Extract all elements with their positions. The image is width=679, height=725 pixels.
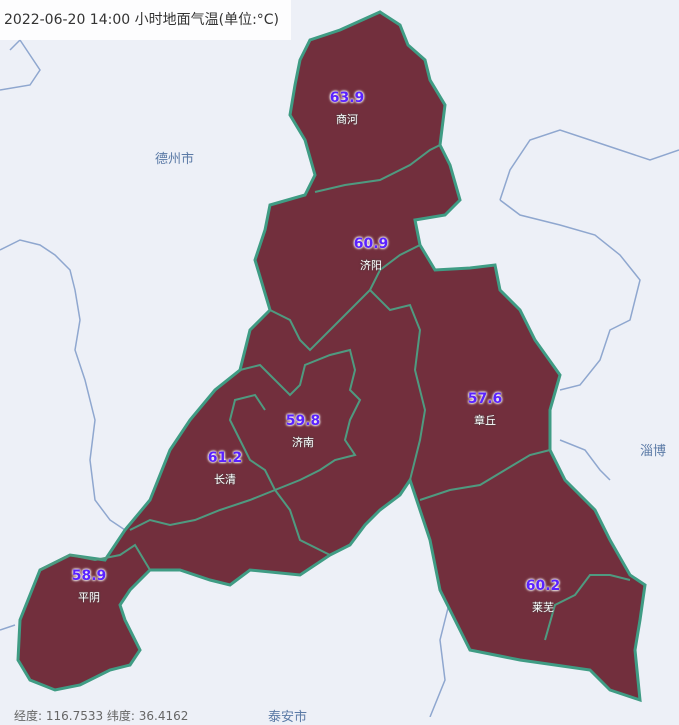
- jinan-region[interactable]: [16, 10, 647, 703]
- city-label-dezhou: 德州市: [155, 152, 195, 167]
- county-name: 商河: [336, 113, 358, 126]
- county-name: 平阴: [78, 591, 100, 604]
- county-name: 济阳: [360, 259, 382, 272]
- county-name: 莱芜: [532, 601, 554, 614]
- coordinate-readout: 经度: 116.7533 纬度: 36.4162: [14, 709, 189, 723]
- county-name: 章丘: [474, 414, 496, 427]
- temperature-value: 60.9: [353, 236, 389, 252]
- temperature-value: 60.2: [525, 578, 561, 594]
- temperature-value: 63.9: [329, 90, 365, 106]
- county-name: 济南: [292, 436, 314, 449]
- temperature-value: 61.2: [207, 450, 243, 466]
- city-label-zibo: 淄博: [640, 444, 667, 459]
- county-boundaries: [39, 144, 631, 641]
- temperature-value: 58.9: [71, 568, 107, 584]
- county-name: 长清: [214, 473, 236, 486]
- city-label-taian: 泰安市: [268, 710, 308, 725]
- background-boundaries: [0, 38, 679, 717]
- map-title: 2022-06-20 14:00 小时地面气温(单位:°C): [0, 0, 292, 40]
- temperature-value: 59.8: [285, 413, 321, 429]
- temperature-value: 57.6: [467, 391, 503, 407]
